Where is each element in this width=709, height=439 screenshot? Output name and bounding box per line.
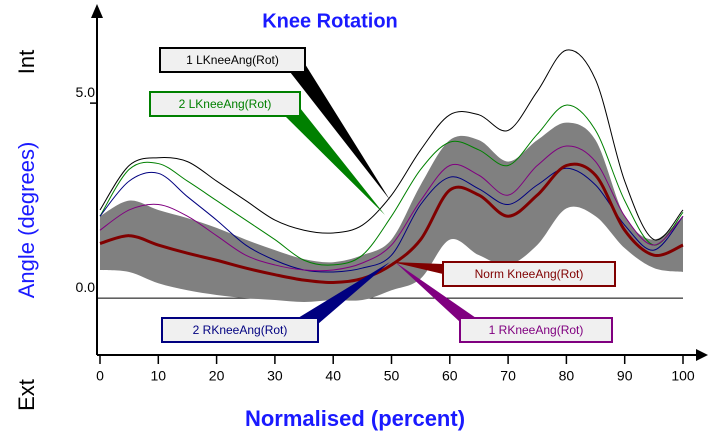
- x-axis-arrow: [696, 349, 708, 361]
- callout-box: [459, 317, 613, 343]
- x-tick-label: 20: [209, 368, 225, 384]
- legend-label: 2 RKneeAng(Rot): [193, 323, 288, 337]
- chart-title: Knee Rotation: [262, 10, 398, 32]
- x-tick-label: 70: [500, 368, 516, 384]
- callout-box: [159, 47, 306, 73]
- callout-pointer: [395, 262, 476, 322]
- series-line: [99, 49, 684, 241]
- y-axis-bottom-label: Ext: [14, 379, 39, 411]
- legend-label: 2 LKneeAng(Rot): [179, 97, 272, 111]
- callout-box: [442, 261, 616, 287]
- legend-label: Norm KneeAng(Rot): [475, 267, 584, 281]
- callout-pointer: [290, 64, 390, 200]
- callout-pointer: [298, 262, 390, 324]
- callout-pointer: [285, 108, 385, 215]
- series-line: [99, 145, 684, 272]
- x-tick-label: 50: [384, 368, 400, 384]
- y-tick-label: 5.0: [76, 84, 96, 100]
- series-line: [99, 162, 684, 285]
- callout-box: [161, 317, 319, 343]
- callout-pointer: [392, 262, 443, 274]
- x-axis-label: Normalised (percent): [245, 406, 465, 431]
- y-axis-top-label: Int: [14, 50, 39, 74]
- sd-band: [100, 122, 683, 302]
- x-tick-label: 100: [671, 368, 695, 384]
- x-tick-label: 30: [267, 368, 283, 384]
- series-line: [99, 104, 684, 266]
- series-line: [99, 167, 684, 273]
- x-tick-label: 40: [325, 368, 341, 384]
- x-tick-label: 90: [617, 368, 633, 384]
- x-tick-label: 10: [151, 368, 167, 384]
- y-tick-label: 0.0: [76, 279, 96, 295]
- legend-label: 1 LKneeAng(Rot): [186, 53, 279, 67]
- x-tick-label: 0: [96, 368, 104, 384]
- callout-box: [149, 91, 301, 117]
- y-axis-arrow: [91, 4, 103, 18]
- x-tick-label: 80: [559, 368, 575, 384]
- y-axis-label: Angle (degrees): [14, 142, 39, 299]
- legend-label: 1 RKneeAng(Rot): [489, 323, 584, 337]
- x-tick-label: 60: [442, 368, 458, 384]
